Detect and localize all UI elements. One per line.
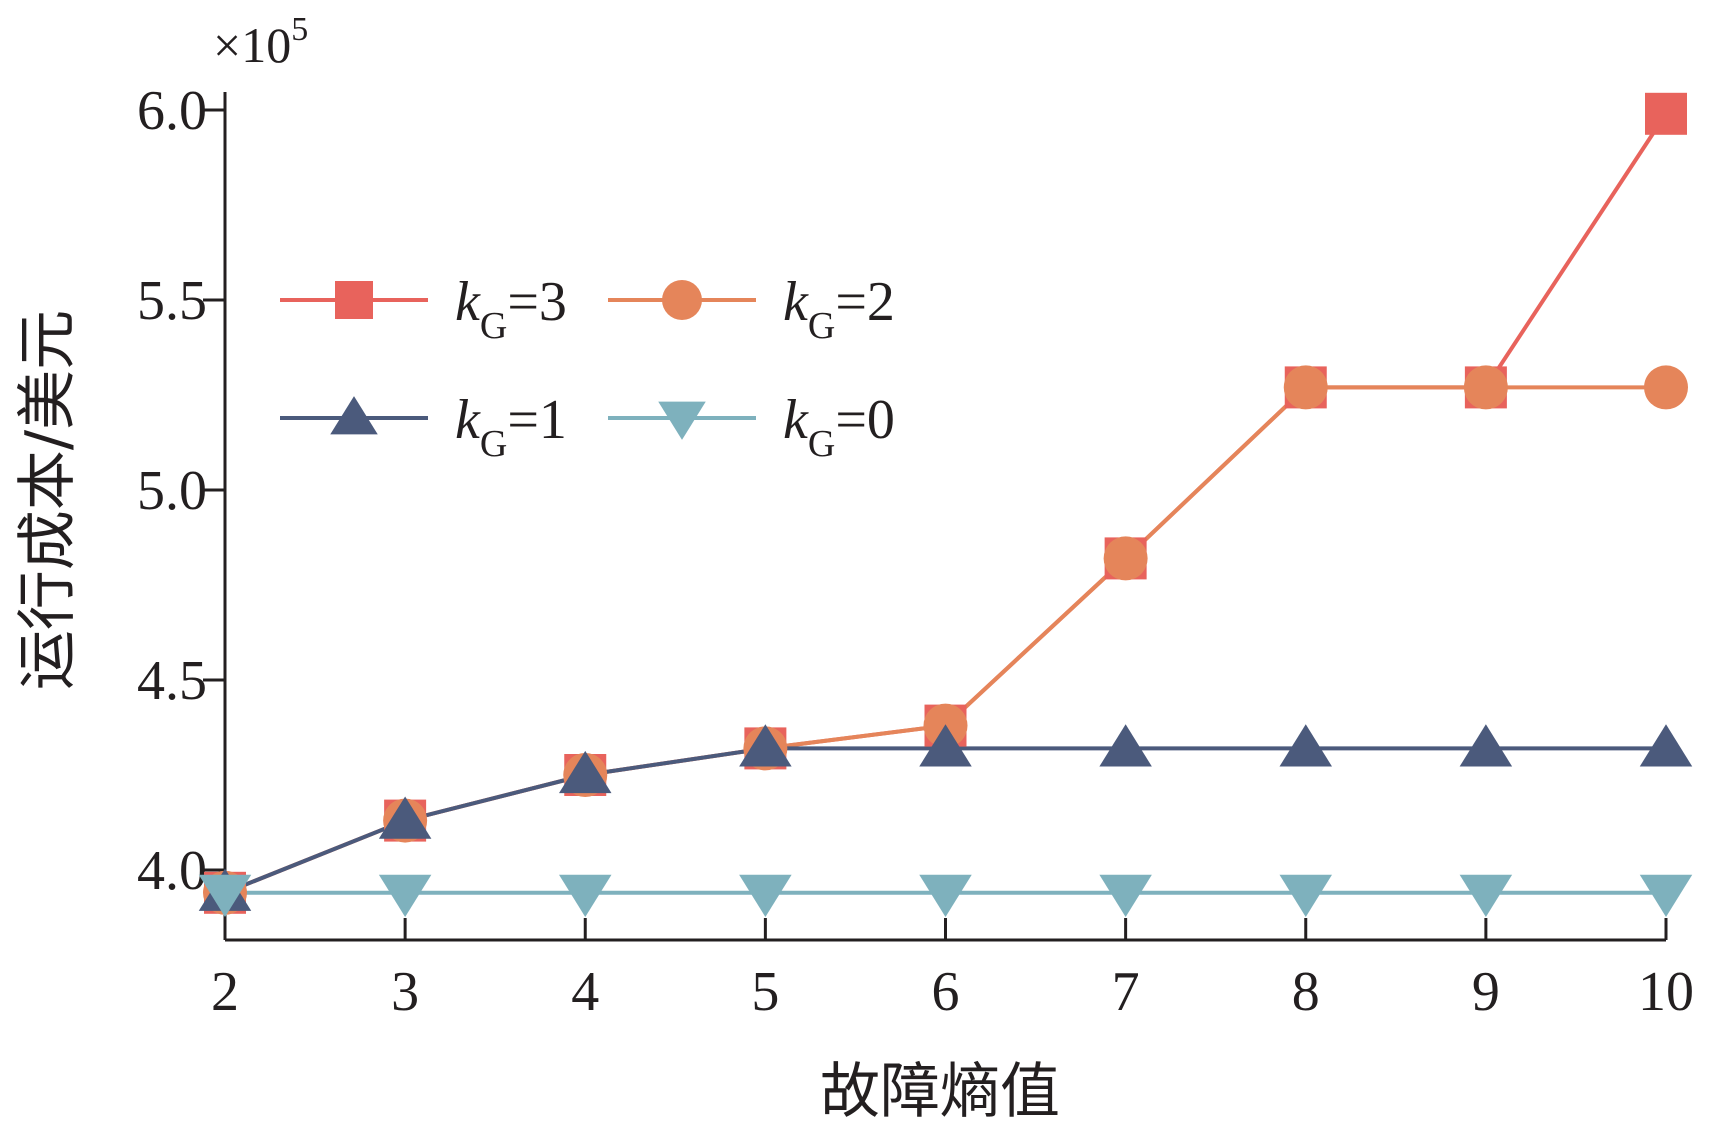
x-tick-label: 5 xyxy=(751,961,779,1023)
series-line xyxy=(224,112,1668,895)
data-point xyxy=(1279,874,1332,917)
data-point xyxy=(1099,874,1152,917)
data-point xyxy=(559,750,612,794)
series-markers xyxy=(198,92,1693,917)
data-point xyxy=(1644,365,1688,410)
y-multiplier: ×105 xyxy=(213,11,308,73)
x-tick-label: 10 xyxy=(1638,961,1694,1023)
data-point xyxy=(1279,724,1332,767)
y-tick-label: 6.0 xyxy=(137,80,207,142)
x-tick-label: 6 xyxy=(932,961,960,1023)
y-tick-label: 4.5 xyxy=(137,650,207,712)
data-point xyxy=(1099,724,1152,767)
x-axis-ticks: 2 3 4 5 6 7 8 9 10 xyxy=(211,918,1694,1023)
x-tick-label: 7 xyxy=(1112,961,1140,1023)
data-point xyxy=(378,874,432,917)
y-tick-label: 5.0 xyxy=(137,460,207,522)
data-point xyxy=(1645,92,1687,135)
x-tick-label: 8 xyxy=(1292,961,1320,1023)
legend-swatch-marker xyxy=(662,280,702,320)
x-tick-label: 9 xyxy=(1472,961,1500,1023)
legend-swatch-marker xyxy=(335,281,373,319)
x-tick-label: 2 xyxy=(211,961,239,1023)
y-axis-ticks: 4.0 4.5 5.0 5.5 6.0 xyxy=(137,80,225,902)
data-point xyxy=(1103,536,1148,581)
data-point xyxy=(198,874,252,917)
x-tick-label: 3 xyxy=(391,961,419,1023)
legend-label: kG=0 xyxy=(783,389,895,465)
x-axis-title: 故障熵值 xyxy=(820,1057,1060,1126)
series-lines xyxy=(224,112,1668,895)
legend-swatch-marker xyxy=(658,401,706,440)
legend-label: kG=1 xyxy=(455,389,567,465)
x-tick-label: 4 xyxy=(571,961,599,1023)
y-tick-label: 4.0 xyxy=(137,840,207,902)
data-point xyxy=(739,874,792,917)
legend-label: kG=2 xyxy=(783,271,895,347)
legend-label: kG=3 xyxy=(455,271,567,347)
plot-area: 4.0 4.5 5.0 5.5 6.0 2 3 4 5 6 7 8 9 10 xyxy=(137,80,1694,1023)
series-line xyxy=(224,746,1666,895)
data-point xyxy=(739,724,792,767)
data-point xyxy=(1459,874,1513,917)
data-point xyxy=(1463,365,1508,410)
data-point xyxy=(919,724,972,767)
data-point xyxy=(559,874,612,917)
y-tick-label: 5.5 xyxy=(137,270,207,332)
data-point xyxy=(378,796,432,839)
data-point xyxy=(919,874,972,917)
data-point xyxy=(1459,724,1513,767)
data-point xyxy=(1639,874,1693,917)
legend: kG=3 kG=2 kG=1 kG=0 xyxy=(280,271,895,465)
series-line xyxy=(224,385,1666,895)
data-point xyxy=(1639,724,1693,767)
y-axis-title: 运行成本/美元 xyxy=(13,310,83,690)
data-point xyxy=(1283,365,1328,410)
legend-swatch-marker xyxy=(330,396,378,435)
